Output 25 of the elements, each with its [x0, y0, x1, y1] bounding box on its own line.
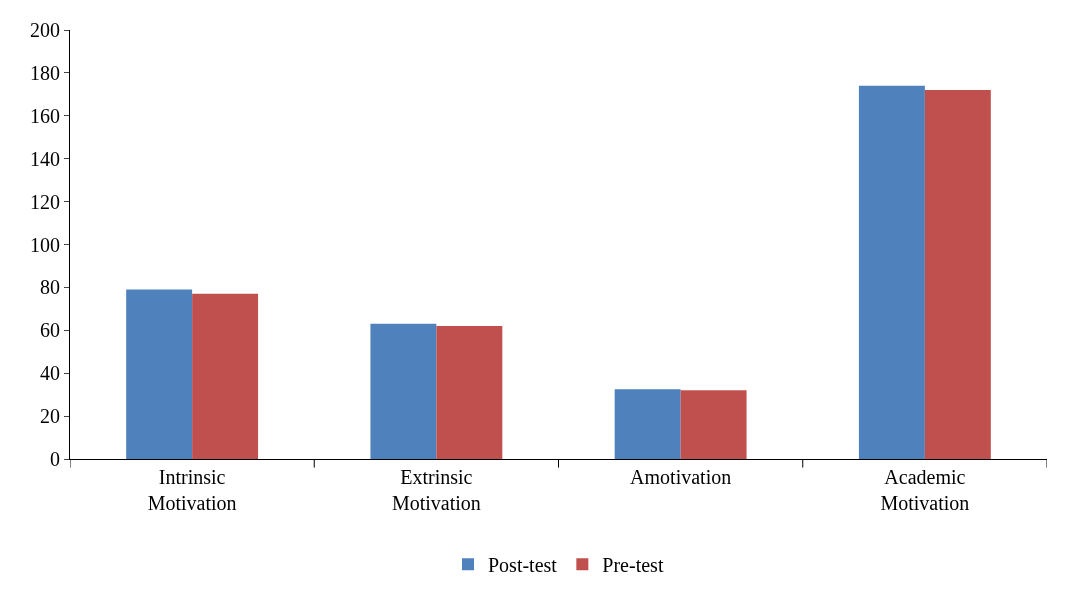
y-tick-label: 160	[30, 104, 60, 127]
y-tick-label: 80	[40, 276, 60, 299]
legend-label: Post-test	[488, 554, 558, 577]
x-tick-label: Intrinsic Motivation	[147, 466, 237, 514]
y-tick-label: 200	[30, 19, 60, 41]
x-tick-label: Amotivation	[630, 466, 732, 488]
bar	[436, 326, 503, 459]
bar	[858, 85, 925, 459]
y-tick-label: 100	[30, 233, 60, 256]
bar	[370, 323, 437, 459]
y-tick-label: 120	[30, 190, 60, 213]
bar	[924, 90, 991, 459]
bar	[680, 390, 747, 459]
y-tick-label: 40	[40, 362, 60, 385]
x-tick-label: Academic Motivation	[880, 466, 970, 514]
y-tick-label: 140	[30, 147, 60, 170]
y-tick-label: 180	[30, 61, 60, 84]
bar	[614, 389, 681, 459]
bar	[126, 289, 193, 459]
y-tick-label: 0	[50, 448, 60, 470]
bar	[192, 293, 259, 459]
y-tick-label: 60	[40, 319, 60, 342]
x-tick-label: Extrinsic Motivation	[391, 466, 481, 514]
y-tick-label: 20	[40, 405, 60, 428]
legend-label: Pre-test	[602, 554, 664, 577]
